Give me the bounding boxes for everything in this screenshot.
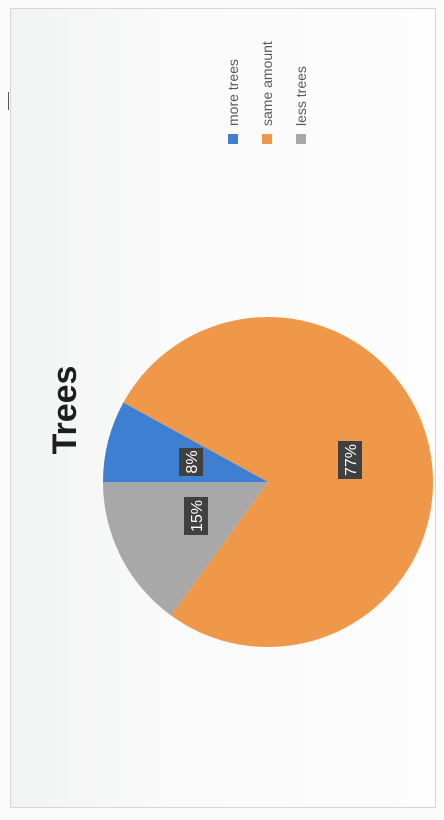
legend-swatch	[296, 134, 306, 144]
legend-label: more trees	[225, 59, 241, 126]
data-label-text: 15%	[189, 500, 206, 532]
data-label-text: 77%	[343, 444, 360, 476]
pie-slice-more-trees	[103, 402, 268, 482]
legend-label: same amount	[259, 41, 275, 126]
pie-slices	[103, 316, 434, 647]
legend: more trees same amount less trees	[225, 41, 309, 144]
legend-swatch	[262, 134, 272, 144]
data-label-more-trees: 8%	[179, 448, 203, 476]
chart-title: Trees	[46, 366, 84, 455]
legend-item-less-trees: less trees	[293, 66, 309, 144]
data-label-text: 8%	[184, 450, 201, 473]
data-label-box	[184, 497, 208, 535]
data-label-box	[179, 448, 203, 476]
legend-item-same-amount: same amount	[259, 41, 275, 144]
data-label-less-trees: 15%	[184, 497, 208, 535]
legend-item-more-trees: more trees	[225, 59, 241, 144]
legend-swatch	[228, 134, 238, 144]
data-label-same-amount: 77%	[338, 441, 362, 479]
scan-mark	[8, 92, 9, 110]
pie-slice-less-trees	[103, 482, 268, 616]
pie-slice-same-amount	[123, 316, 434, 647]
data-label-box	[338, 441, 362, 479]
legend-label: less trees	[293, 66, 309, 126]
